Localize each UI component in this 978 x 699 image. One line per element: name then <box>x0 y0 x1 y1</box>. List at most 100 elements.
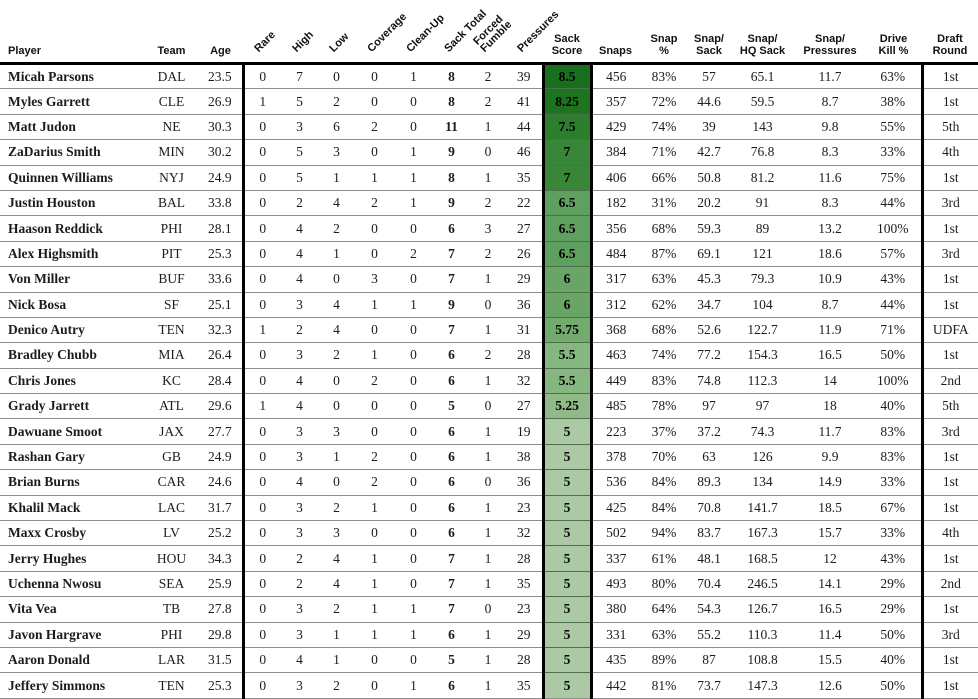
cell-pressures: 44 <box>506 113 543 140</box>
col-header-label: Low <box>326 30 351 55</box>
cell-coverage: 2 <box>355 367 394 394</box>
cell-rare: 1 <box>243 88 281 115</box>
cell-sack_score: 5 <box>541 520 593 546</box>
cell-snap_hq_sack: 246.5 <box>730 570 795 597</box>
cell-high: 4 <box>281 367 318 394</box>
cell-high: 2 <box>281 570 318 597</box>
cell-player: Denico Autry <box>0 316 145 343</box>
col-header-cleanup: Clean-Up <box>394 0 446 65</box>
cell-snaps: 317 <box>591 266 640 293</box>
cell-rare: 0 <box>243 189 281 216</box>
cell-team: TEN <box>145 316 198 343</box>
table-body: Micah Parsons DAL 23.5 0 7 0 0 1 8 2 39 8.5 456 83% 57… <box>0 62 978 699</box>
cell-cleanup: 0 <box>394 520 433 546</box>
cell-sack_score: 6 <box>541 291 593 318</box>
cell-snap_pressures: 18 <box>795 393 865 419</box>
cell-snaps: 337 <box>591 545 640 572</box>
col-header-label: Rare <box>252 28 279 55</box>
cell-player: Myles Garrett <box>0 88 145 115</box>
cell-snap_hq_sack: 167.3 <box>730 520 795 546</box>
cell-snap_pct: 66% <box>640 164 688 191</box>
cell-low: 0 <box>318 266 355 293</box>
cell-cleanup: 0 <box>394 494 433 521</box>
cell-sack_score: 5 <box>541 494 593 521</box>
cell-forced_fumble: 1 <box>470 164 506 191</box>
cell-low: 6 <box>318 113 355 140</box>
table-row: Denico Autry TEN 32.3 1 2 4 0 0 7 1 31 5.75 368 68% 52… <box>0 316 978 343</box>
cell-pressures: 26 <box>506 240 543 267</box>
cell-player: Von Miller <box>0 266 145 293</box>
cell-team: PHI <box>145 621 198 648</box>
cell-sack_score: 5 <box>541 443 593 470</box>
table-row: Chris Jones KC 28.4 0 4 0 2 0 6 1 32 5.5 449 83% 74.8 1… <box>0 367 978 394</box>
cell-coverage: 0 <box>355 672 394 699</box>
cell-draft_round: 3rd <box>922 189 978 216</box>
cell-snap_pressures: 11.7 <box>795 62 865 89</box>
cell-snap_pressures: 18.5 <box>795 494 865 521</box>
cell-snap_sack: 37.2 <box>688 418 730 445</box>
table-header: Player Team Age Rare High Low Coverage Clean-Up… <box>0 0 978 65</box>
cell-draft_round: 1st <box>922 342 978 369</box>
cell-low: 3 <box>318 418 355 445</box>
cell-age: 30.2 <box>198 139 245 166</box>
cell-cleanup: 0 <box>394 88 433 115</box>
cell-player: Nick Bosa <box>0 291 145 318</box>
cell-drive_kill: 67% <box>865 494 924 521</box>
cell-sack_score: 5 <box>541 621 593 648</box>
col-header-label: Snap % <box>650 33 678 57</box>
cell-cleanup: 0 <box>394 418 433 445</box>
col-header-high: High <box>281 0 318 65</box>
cell-age: 27.8 <box>198 596 245 623</box>
cell-draft_round: 1st <box>922 164 978 191</box>
cell-snap_hq_sack: 59.5 <box>730 88 795 115</box>
cell-draft_round: 1st <box>922 646 978 673</box>
cell-snap_pct: 83% <box>640 367 688 394</box>
cell-age: 24.9 <box>198 164 245 191</box>
cell-cleanup: 1 <box>394 672 433 699</box>
col-header-snap_pressures: Snap/ Pressures <box>795 0 865 65</box>
cell-coverage: 2 <box>355 189 394 216</box>
cell-sack_total: 8 <box>433 164 470 191</box>
cell-age: 23.5 <box>198 62 245 89</box>
cell-rare: 0 <box>243 646 281 673</box>
cell-forced_fumble: 1 <box>470 316 506 343</box>
cell-sack_total: 8 <box>433 88 470 115</box>
cell-drive_kill: 29% <box>865 596 924 623</box>
cell-age: 24.9 <box>198 443 245 470</box>
cell-snap_pressures: 8.7 <box>795 88 865 115</box>
cell-low: 0 <box>318 62 355 89</box>
cell-draft_round: 1st <box>922 545 978 572</box>
cell-snap_pct: 64% <box>640 596 688 623</box>
cell-team: CLE <box>145 88 198 115</box>
col-header-snap_hq_sack: Snap/ HQ Sack <box>730 0 795 65</box>
col-header-label: Draft Round <box>932 33 968 57</box>
cell-snap_sack: 42.7 <box>688 139 730 166</box>
cell-high: 2 <box>281 545 318 572</box>
table-row: Justin Houston BAL 33.8 0 2 4 2 1 9 2 22 6.5 182 31% 2… <box>0 189 978 216</box>
cell-team: SF <box>145 291 198 318</box>
cell-sack_total: 11 <box>433 113 470 140</box>
cell-player: Rashan Gary <box>0 443 145 470</box>
cell-forced_fumble: 0 <box>470 393 506 419</box>
cell-high: 4 <box>281 393 318 419</box>
table-row: Alex Highsmith PIT 25.3 0 4 1 0 2 7 2 26 6.5 484 87% 6… <box>0 240 978 267</box>
cell-snap_hq_sack: 89 <box>730 215 795 242</box>
cell-forced_fumble: 1 <box>470 672 506 699</box>
cell-sack_total: 7 <box>433 316 470 343</box>
cell-coverage: 0 <box>355 646 394 673</box>
cell-snaps: 536 <box>591 469 640 496</box>
table-row: Jeffery Simmons TEN 25.3 0 3 2 0 1 6 1 35 5 442 81% 73… <box>0 672 978 699</box>
cell-age: 33.6 <box>198 266 245 293</box>
cell-pressures: 28 <box>506 545 543 572</box>
cell-team: LAC <box>145 494 198 521</box>
cell-coverage: 3 <box>355 266 394 293</box>
table-row: Khalil Mack LAC 31.7 0 3 2 1 0 6 1 23 5 425 84% 70.8 14… <box>0 494 978 521</box>
cell-cleanup: 0 <box>394 646 433 673</box>
cell-sack_total: 9 <box>433 139 470 166</box>
cell-forced_fumble: 0 <box>470 139 506 166</box>
cell-rare: 1 <box>243 393 281 419</box>
cell-high: 3 <box>281 113 318 140</box>
cell-sack_score: 8.25 <box>541 88 593 115</box>
cell-cleanup: 1 <box>394 596 433 623</box>
